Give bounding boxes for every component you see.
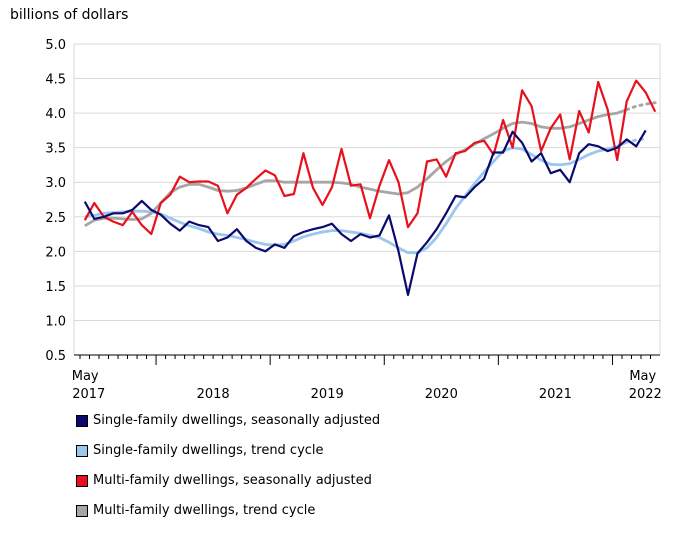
series-2-line bbox=[83, 79, 657, 236]
y-tick-label: 5.0 bbox=[45, 38, 66, 53]
x-year-label: 2018 bbox=[197, 387, 230, 402]
legend-label: Multi-family dwellings, seasonally adjus… bbox=[93, 473, 372, 488]
legend-swatch bbox=[76, 415, 88, 427]
y-tick-label: 1.5 bbox=[45, 280, 66, 295]
y-tick-label: 0.5 bbox=[45, 349, 66, 364]
legend-label: Single-family dwellings, trend cycle bbox=[93, 443, 324, 458]
y-tick-label: 2.5 bbox=[45, 211, 66, 226]
series-3-projection bbox=[625, 101, 657, 112]
series-3-line bbox=[84, 108, 628, 228]
legend-label: Single-family dwellings, seasonally adju… bbox=[93, 413, 381, 428]
x-year-label: 2020 bbox=[425, 387, 458, 402]
y-tick-label: 4.0 bbox=[45, 107, 66, 122]
legend-label: Multi-family dwellings, trend cycle bbox=[93, 503, 316, 518]
x-axis-labels: May May 2017 2018 2019 2020 2021 2022 bbox=[72, 369, 662, 402]
y-tick-label: 2.0 bbox=[45, 245, 66, 260]
y-tick-label: 1.0 bbox=[45, 314, 66, 329]
x-month-label: May bbox=[629, 369, 656, 384]
series-0-line bbox=[83, 129, 647, 296]
y-axis-label: billions of dollars bbox=[10, 7, 128, 23]
x-axis bbox=[74, 354, 660, 365]
x-month-label: May bbox=[72, 369, 99, 384]
line-chart: billions of dollars 0.5 1.0 1.5 2.0 2.5 3.0 3.… bbox=[10, 7, 662, 402]
series-lines bbox=[83, 79, 657, 296]
x-year-label: 2019 bbox=[311, 387, 344, 402]
y-tick-label: 3.0 bbox=[45, 176, 66, 191]
legend-swatch bbox=[76, 445, 88, 457]
x-year-label: 2017 bbox=[72, 387, 105, 402]
y-axis-tick-labels: 0.5 1.0 1.5 2.0 2.5 3.0 3.5 4.0 4.5 5.0 bbox=[45, 38, 66, 364]
y-tick-label: 4.5 bbox=[45, 73, 66, 88]
y-tick-label: 3.5 bbox=[45, 142, 66, 157]
legend-swatch bbox=[76, 475, 88, 487]
gridlines bbox=[73, 43, 661, 356]
x-year-label: 2021 bbox=[539, 387, 572, 402]
x-year-label: 2022 bbox=[629, 387, 662, 402]
legend-swatch bbox=[76, 505, 88, 517]
